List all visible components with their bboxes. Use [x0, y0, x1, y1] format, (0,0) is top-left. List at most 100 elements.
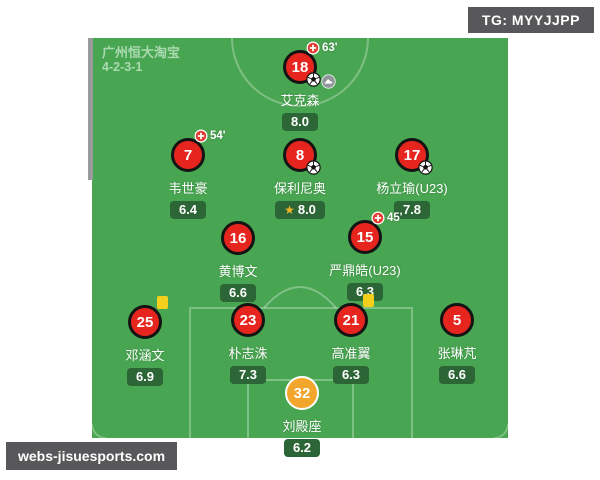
yellow-card-icon — [157, 296, 168, 309]
player-circle-wrap: 32 — [285, 376, 319, 410]
player-number: 25 — [136, 313, 154, 331]
player-7[interactable]: 7 54' 韦世豪 6.4 — [128, 129, 248, 219]
player-rating-value: 6.6 — [228, 285, 248, 300]
player-15[interactable]: 15 45' 严鼎皓(U23) 6.3 — [305, 211, 425, 301]
player-25[interactable]: 25 邓涵文 6.9 — [85, 296, 205, 386]
player-rating-badge: 6.4 — [169, 201, 207, 219]
player-number-circle[interactable]: 21 — [334, 303, 368, 337]
player-rating-value: 6.4 — [178, 202, 198, 217]
player-rating-badge: 6.3 — [332, 366, 370, 384]
player-number: 8 — [295, 146, 305, 164]
player-number: 23 — [239, 311, 257, 329]
player-name: 黄博文 — [218, 264, 258, 279]
player-number: 17 — [403, 146, 421, 164]
player-circle-wrap: 8 — [283, 138, 321, 175]
scrollbar-strip[interactable] — [88, 38, 93, 180]
player-number-circle[interactable]: 16 — [221, 221, 255, 255]
assist-shoe-icon — [321, 74, 336, 89]
player-name: 张琳芃 — [437, 346, 477, 361]
player-number: 18 — [291, 58, 309, 76]
player-rating-badge: 7.3 — [229, 366, 267, 384]
sub-off-badge: 54' — [194, 129, 226, 143]
player-rating-value: 7.3 — [238, 367, 258, 382]
tg-watermark-badge: TG: MYYJJPP — [467, 7, 594, 33]
player-rating-badge: 8.0 — [281, 113, 319, 131]
player-circle-wrap: 7 54' — [171, 129, 226, 172]
player-rating-value: 8.0 — [290, 114, 310, 129]
player-rating-badge: 6.9 — [126, 368, 164, 386]
player-8[interactable]: 8 保利尼奥 ★ 8.0 — [240, 138, 360, 219]
player-rating-badge: 7.8 — [393, 201, 431, 219]
player-number: 32 — [293, 384, 311, 402]
player-rating-badge: 6.6 — [438, 366, 476, 384]
player-17[interactable]: 17 杨立瑜(U23) 7.8 — [352, 138, 472, 219]
player-name: 朴志洙 — [228, 346, 268, 361]
soccer-ball-icon — [306, 160, 321, 175]
player-circle-wrap: 5 — [440, 303, 474, 337]
player-rating-value: 7.8 — [402, 202, 422, 217]
player-rating-badge: ★ 8.0 — [275, 201, 325, 219]
team-name: 广州恒大淘宝 — [102, 45, 181, 60]
sub-off-cross-icon — [194, 129, 208, 143]
player-23[interactable]: 23 朴志洙 7.3 — [188, 303, 308, 384]
player-name: 邓涵文 — [125, 348, 165, 363]
player-name: 杨立瑜(U23) — [376, 181, 448, 196]
sub-minute: 54' — [210, 130, 226, 142]
formation-label: 4-2-3-1 — [102, 60, 143, 74]
player-name: 刘殿座 — [282, 419, 322, 434]
player-rating-badge: 6.2 — [283, 439, 321, 457]
player-circle-wrap: 18 63' — [283, 41, 338, 89]
penalty-box-line — [189, 307, 413, 438]
penalty-arc-line — [263, 286, 337, 309]
player-18[interactable]: 18 63' 艾克森 8.0 — [240, 41, 360, 131]
player-name: 保利尼奥 — [273, 181, 326, 196]
player-number-circle[interactable]: 17 — [395, 138, 429, 172]
player-number-circle[interactable]: 23 — [231, 303, 265, 337]
player-number: 21 — [342, 311, 360, 329]
player-name: 韦世豪 — [168, 181, 208, 196]
player-16[interactable]: 16 黄博文 6.6 — [178, 221, 298, 302]
player-number-circle[interactable]: 15 — [348, 220, 382, 254]
soccer-ball-icon — [418, 160, 433, 175]
player-rating-value: 6.9 — [135, 369, 155, 384]
player-number: 16 — [229, 229, 247, 247]
soccer-ball-icon — [306, 72, 321, 87]
yellow-card-icon — [363, 294, 374, 307]
player-32[interactable]: 32 刘殿座 6.2 — [242, 376, 362, 457]
player-number: 15 — [356, 228, 374, 246]
player-rating-value: 6.6 — [447, 367, 467, 382]
player-rating-value: 8.0 — [297, 202, 316, 217]
player-circle-wrap: 15 45' — [348, 211, 403, 254]
sub-minute: 63' — [322, 42, 338, 54]
center-circle-line — [231, 38, 369, 107]
player-21[interactable]: 21 高准翼 6.3 — [291, 294, 411, 384]
player-5[interactable]: 5 张琳芃 6.6 — [397, 303, 517, 384]
sub-off-badge: 45' — [371, 211, 403, 225]
site-watermark-badge: webs-jisuesports.com — [6, 442, 178, 470]
player-number: 7 — [183, 146, 193, 164]
player-name: 高准翼 — [331, 346, 371, 361]
player-circle-wrap: 17 — [395, 138, 433, 175]
player-number: 5 — [452, 311, 462, 329]
sub-minute: 45' — [387, 212, 403, 224]
player-rating-value: 6.2 — [292, 440, 312, 455]
player-circle-wrap: 23 — [231, 303, 265, 337]
sub-off-cross-icon — [306, 41, 320, 55]
player-number-circle[interactable]: 32 — [285, 376, 319, 410]
player-circle-wrap: 25 — [128, 296, 168, 339]
corner-arc-right — [493, 423, 508, 438]
player-rating-badge: 6.6 — [219, 284, 257, 302]
player-circle-wrap: 21 — [334, 294, 374, 337]
player-number-circle[interactable]: 5 — [440, 303, 474, 337]
corner-arc-left — [92, 423, 107, 438]
player-number-circle[interactable]: 25 — [128, 305, 162, 339]
player-name: 严鼎皓(U23) — [329, 263, 401, 278]
player-name: 艾克森 — [280, 93, 320, 108]
sub-off-cross-icon — [371, 211, 385, 225]
motm-star-icon: ★ — [284, 202, 295, 217]
player-circle-wrap: 16 — [221, 221, 255, 255]
player-rating-value: 6.3 — [341, 367, 361, 382]
player-number-circle[interactable]: 7 — [171, 138, 205, 172]
